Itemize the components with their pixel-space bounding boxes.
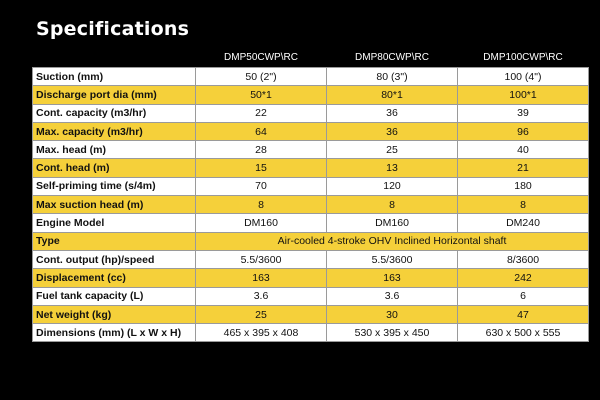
table-row: Max suction head (m) 8 8 8 bbox=[32, 195, 589, 215]
table-row: Self-priming time (s/4m) 70 120 180 bbox=[32, 176, 589, 197]
column-header-dmp100: DMP100CWP\RC bbox=[457, 48, 589, 68]
table-row: Cont. capacity (m3/hr) 22 36 39 bbox=[32, 103, 589, 123]
row-value: 15 bbox=[195, 158, 327, 178]
specifications-table: DMP50CWP\RC DMP80CWP\RC DMP100CWP\RC Suc… bbox=[32, 48, 589, 343]
row-value: 47 bbox=[457, 304, 589, 325]
column-header-empty bbox=[32, 48, 196, 68]
row-value: 50*1 bbox=[195, 85, 327, 105]
row-value: 465 x 395 x 408 bbox=[195, 323, 327, 343]
row-value: 36 bbox=[326, 121, 458, 142]
table-row: Discharge port dia (mm) 50*1 80*1 100*1 bbox=[32, 85, 589, 105]
table-row: Displacement (cc) 163 163 242 bbox=[32, 268, 589, 288]
table-row: Fuel tank capacity (L) 3.6 3.6 6 bbox=[32, 286, 589, 306]
row-value: DM240 bbox=[457, 213, 589, 233]
row-value: 120 bbox=[326, 176, 458, 197]
row-value: 64 bbox=[195, 121, 327, 142]
row-label: Type bbox=[32, 231, 196, 251]
row-label: Net weight (kg) bbox=[32, 304, 196, 325]
row-value: 25 bbox=[326, 140, 458, 160]
row-value: 8 bbox=[326, 195, 458, 215]
row-value: 22 bbox=[195, 103, 327, 123]
row-value: 70 bbox=[195, 176, 327, 197]
row-value: 100 (4") bbox=[457, 66, 589, 87]
page-title: Specifications bbox=[36, 18, 190, 40]
table-row: Max. capacity (m3/hr) 64 36 96 bbox=[32, 121, 589, 142]
row-value: 25 bbox=[195, 304, 327, 325]
row-value: 96 bbox=[457, 121, 589, 142]
row-value: 40 bbox=[457, 140, 589, 160]
row-value: 100*1 bbox=[457, 85, 589, 105]
row-value: 80 (3") bbox=[326, 66, 458, 87]
row-value: 6 bbox=[457, 286, 589, 306]
table-row: Cont. output (hp)/speed 5.5/3600 5.5/3600 8… bbox=[32, 249, 589, 270]
table-row: Suction (mm) 50 (2") 80 (3") 100 (4") bbox=[32, 66, 589, 87]
table-body: Suction (mm) 50 (2") 80 (3") 100 (4") Discha… bbox=[32, 66, 589, 343]
row-label: Discharge port dia (mm) bbox=[32, 85, 196, 105]
row-label: Cont. head (m) bbox=[32, 158, 196, 178]
row-value: 3.6 bbox=[326, 286, 458, 306]
row-value: 180 bbox=[457, 176, 589, 197]
column-header-dmp50: DMP50CWP\RC bbox=[195, 48, 327, 68]
row-label: Fuel tank capacity (L) bbox=[32, 286, 196, 306]
row-value: DM160 bbox=[195, 213, 327, 233]
row-value: 630 x 500 x 555 bbox=[457, 323, 589, 343]
row-value: 8 bbox=[457, 195, 589, 215]
row-value: 80*1 bbox=[326, 85, 458, 105]
row-label: Cont. output (hp)/speed bbox=[32, 249, 196, 270]
row-value: 163 bbox=[326, 268, 458, 288]
column-header-dmp80: DMP80CWP\RC bbox=[326, 48, 458, 68]
row-value: 3.6 bbox=[195, 286, 327, 306]
row-value: DM160 bbox=[326, 213, 458, 233]
row-label: Engine Model bbox=[32, 213, 196, 233]
row-label: Max suction head (m) bbox=[32, 195, 196, 215]
row-value: 8 bbox=[195, 195, 327, 215]
row-value: 5.5/3600 bbox=[326, 249, 458, 270]
row-value: 36 bbox=[326, 103, 458, 123]
table-row: Net weight (kg) 25 30 47 bbox=[32, 304, 589, 325]
table-row: Dimensions (mm) (L x W x H) 465 x 395 x 4… bbox=[32, 323, 589, 343]
row-value: 21 bbox=[457, 158, 589, 178]
row-value: 39 bbox=[457, 103, 589, 123]
row-label: Max. capacity (m3/hr) bbox=[32, 121, 196, 142]
row-value: 163 bbox=[195, 268, 327, 288]
row-value: 13 bbox=[326, 158, 458, 178]
row-value: 5.5/3600 bbox=[195, 249, 327, 270]
row-value: 530 x 395 x 450 bbox=[326, 323, 458, 343]
row-label: Max. head (m) bbox=[32, 140, 196, 160]
table-row: Max. head (m) 28 25 40 bbox=[32, 140, 589, 160]
row-value: 28 bbox=[195, 140, 327, 160]
row-value: 242 bbox=[457, 268, 589, 288]
row-label: Displacement (cc) bbox=[32, 268, 196, 288]
row-label: Self-priming time (s/4m) bbox=[32, 176, 196, 197]
table-row: Cont. head (m) 15 13 21 bbox=[32, 158, 589, 178]
row-value: 50 (2") bbox=[195, 66, 327, 87]
row-label: Cont. capacity (m3/hr) bbox=[32, 103, 196, 123]
table-row: Engine Model DM160 DM160 DM240 bbox=[32, 213, 589, 233]
row-value: 8/3600 bbox=[457, 249, 589, 270]
row-label: Suction (mm) bbox=[32, 66, 196, 87]
row-value: 30 bbox=[326, 304, 458, 325]
table-header-row: DMP50CWP\RC DMP80CWP\RC DMP100CWP\RC bbox=[32, 48, 589, 68]
table-row: Type Air-cooled 4-stroke OHV Inclined Hor… bbox=[32, 231, 589, 251]
row-value-span: Air-cooled 4-stroke OHV Inclined Horizon… bbox=[195, 231, 589, 251]
row-label: Dimensions (mm) (L x W x H) bbox=[32, 323, 196, 343]
